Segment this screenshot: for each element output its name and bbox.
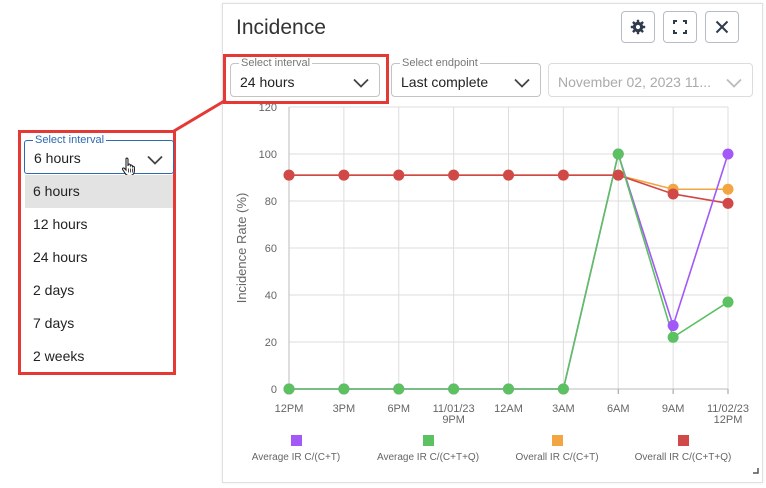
data-point[interactable] (283, 169, 295, 181)
x-tick-label: 12PM (275, 403, 304, 415)
interval-select[interactable]: Select interval 24 hours (230, 57, 380, 97)
interval-select-label: Select interval (239, 57, 313, 69)
endpoint-select-label: Select endpoint (400, 57, 480, 69)
data-point[interactable] (503, 169, 514, 181)
x-tick-label: 12PM (714, 414, 743, 426)
legend-label: Overall IR C/(C+T) (515, 452, 599, 463)
y-tick-label: 120 (259, 102, 277, 114)
date-select[interactable]: November 02, 2023 11... (548, 63, 753, 97)
endpoint-select[interactable]: Select endpoint Last complete (391, 57, 541, 97)
data-point[interactable] (503, 383, 514, 395)
legend-swatch (677, 435, 689, 446)
x-tick-label: 6PM (387, 403, 410, 415)
interval-option[interactable]: 2 days (33, 282, 75, 298)
data-point[interactable] (667, 331, 679, 343)
y-tick-label: 40 (265, 290, 277, 302)
data-point[interactable] (283, 383, 295, 395)
y-axis-title: Incidence Rate (%) (234, 193, 249, 304)
chevron-down-icon (726, 75, 742, 93)
data-point[interactable] (667, 320, 679, 332)
x-tick-label: 6AM (607, 403, 630, 415)
legend-swatch (290, 435, 302, 446)
legend-item-overall-ir-ctq[interactable]: Overall IR C/(C+T+Q) (623, 435, 743, 463)
fullscreen-icon (672, 19, 688, 35)
x-tick-label: 3AM (552, 403, 575, 415)
resize-grip-icon[interactable] (752, 461, 759, 479)
legend-label: Average IR C/(C+T+Q) (376, 452, 480, 463)
x-tick-label: 9AM (662, 403, 685, 415)
interval-dropdown-label: Select interval (33, 134, 107, 146)
data-point[interactable] (338, 383, 350, 395)
interval-dropdown-expanded: Select interval 6 hours 6 hours 12 hours… (22, 134, 174, 373)
close-icon (714, 19, 730, 35)
x-tick-label: 12AM (494, 403, 523, 415)
x-tick-label: 11/02/23 (707, 403, 749, 415)
legend-item-average-ir-ctq[interactable]: Average IR C/(C+T+Q) (366, 435, 490, 463)
legend-swatch (422, 435, 434, 446)
data-point[interactable] (722, 197, 734, 209)
data-point[interactable] (612, 169, 624, 181)
gear-icon (630, 19, 646, 35)
fullscreen-button[interactable] (663, 11, 697, 43)
x-tick-label: 11/01/23 (433, 403, 475, 415)
x-tick-label: 3PM (333, 403, 356, 415)
data-point[interactable] (722, 296, 734, 308)
y-tick-label: 100 (259, 149, 277, 161)
data-point[interactable] (393, 169, 405, 181)
data-point[interactable] (667, 188, 679, 200)
y-tick-label: 60 (265, 243, 277, 255)
close-button[interactable] (705, 11, 739, 43)
chevron-down-icon (147, 152, 163, 170)
interval-dropdown-field[interactable]: Select interval 6 hours (24, 134, 174, 177)
data-point[interactable] (557, 383, 569, 395)
data-point[interactable] (722, 183, 734, 195)
data-point[interactable] (612, 148, 624, 160)
data-point[interactable] (393, 383, 405, 395)
interval-option[interactable]: 7 days (33, 315, 75, 331)
interval-option[interactable]: 6 hours (25, 175, 173, 208)
interval-options-list: 6 hours 12 hours 24 hours 2 days 7 days … (25, 175, 173, 373)
data-point[interactable] (448, 383, 460, 395)
data-point[interactable] (722, 148, 734, 160)
settings-button[interactable] (621, 11, 655, 43)
interval-dropdown-value: 6 hours (34, 150, 81, 166)
legend-item-overall-ir-ct[interactable]: Overall IR C/(C+T) (503, 435, 611, 463)
interval-option[interactable]: 2 weeks (33, 348, 85, 364)
hand-cursor-icon (121, 157, 137, 182)
legend-label: Average IR C/(C+T) (251, 452, 341, 463)
data-point[interactable] (338, 169, 350, 181)
y-tick-label: 80 (265, 196, 277, 208)
x-tick-label: 9PM (442, 414, 465, 426)
chevron-down-icon (514, 75, 530, 93)
panel-title: Incidence (236, 16, 326, 39)
date-select-value: November 02, 2023 11... (558, 74, 712, 90)
y-tick-label: 20 (265, 337, 277, 349)
interval-select-value: 24 hours (240, 74, 295, 90)
legend-item-average-ir-ct[interactable]: Average IR C/(C+T) (240, 435, 352, 463)
endpoint-select-value: Last complete (401, 74, 489, 90)
interval-highlight-box (223, 54, 389, 104)
legend-label: Overall IR C/(C+T+Q) (634, 452, 732, 463)
data-point[interactable] (557, 169, 569, 181)
y-tick-label: 0 (271, 384, 277, 396)
interval-option[interactable]: 12 hours (33, 216, 88, 232)
interval-option[interactable]: 24 hours (33, 249, 88, 265)
chevron-down-icon (353, 75, 369, 93)
dropdown-highlight-box (18, 130, 176, 375)
legend-swatch (551, 435, 563, 446)
callout-line (173, 98, 227, 133)
data-point[interactable] (448, 169, 460, 181)
